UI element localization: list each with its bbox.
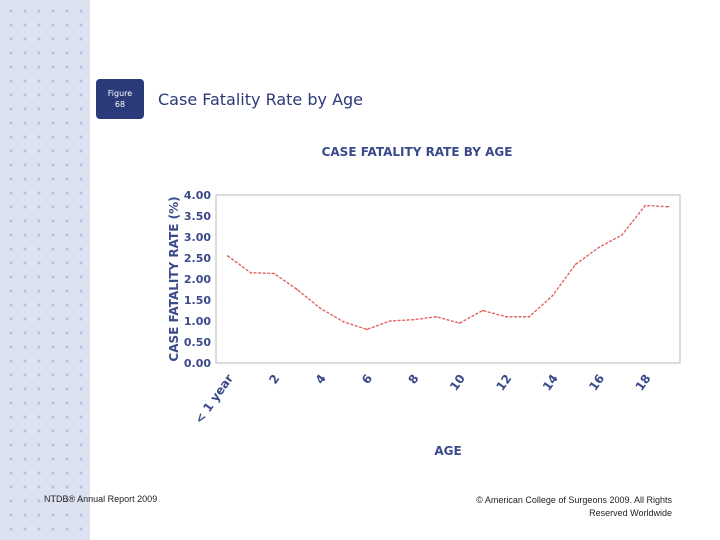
figure-badge: Figure 68 — [96, 79, 144, 119]
data-point — [389, 320, 391, 322]
y-tick-label: 0.00 — [184, 357, 211, 370]
data-point — [667, 205, 670, 208]
data-point — [458, 322, 461, 324]
y-tick-label: 1.00 — [184, 315, 211, 328]
data-point — [296, 288, 299, 291]
chart-title: CASE FATALITY RATE BY AGE — [322, 145, 513, 159]
data-point — [342, 321, 345, 323]
x-axis-label: AGE — [434, 444, 461, 458]
x-tick-label: < 1 year — [192, 372, 236, 427]
data-point — [250, 271, 252, 274]
data-point — [226, 255, 229, 257]
data-point — [505, 316, 507, 318]
data-point — [366, 328, 368, 331]
data-point — [621, 234, 623, 236]
y-tick-label: 3.50 — [184, 210, 211, 223]
y-tick-label: 3.00 — [184, 231, 211, 244]
x-tick-label: 16 — [586, 372, 607, 394]
data-point — [528, 316, 530, 318]
data-point — [644, 204, 646, 207]
footer-report-label: NTDB® Annual Report 2009 — [44, 494, 158, 504]
page-title: Case Fatality Rate by Age — [158, 90, 364, 109]
x-tick-label: 8 — [405, 372, 421, 387]
footer-copyright: © American College of Surgeons 2009. All… — [476, 495, 672, 518]
y-tick-label: 0.50 — [184, 336, 211, 349]
x-tick-label: 6 — [359, 372, 375, 387]
data-point — [435, 316, 438, 318]
data-point — [482, 309, 484, 312]
data-point — [551, 295, 554, 297]
y-tick-label: 1.50 — [184, 294, 211, 307]
data-point — [574, 263, 577, 266]
series-line — [227, 204, 669, 331]
figure-badge-label: Figure — [107, 89, 133, 98]
x-tick-label: 2 — [266, 372, 282, 387]
x-tick-label: 10 — [447, 372, 468, 394]
x-tick-label: 14 — [540, 372, 561, 394]
x-tick-label: 12 — [493, 372, 514, 394]
x-tick-label: 4 — [313, 372, 329, 387]
data-point — [273, 272, 275, 275]
sidebar-dot-pattern — [0, 0, 90, 540]
figure-badge-number: 68 — [114, 100, 126, 109]
y-axis-label: CASE FATALITY RATE (%) — [167, 196, 181, 361]
data-point — [319, 307, 322, 310]
plot-area-frame — [215, 194, 681, 364]
data-point — [412, 318, 415, 321]
y-tick-label: 2.50 — [184, 252, 211, 265]
data-point — [598, 246, 600, 249]
y-tick-label: 2.00 — [184, 273, 211, 286]
y-tick-label: 4.00 — [184, 189, 211, 202]
x-tick-label: 18 — [633, 372, 654, 394]
